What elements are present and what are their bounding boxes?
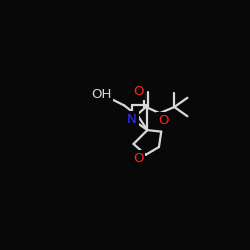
Text: O: O <box>133 85 143 98</box>
Text: OH: OH <box>91 88 111 101</box>
Text: N: N <box>127 113 137 126</box>
Text: O: O <box>158 114 169 126</box>
Text: O: O <box>133 152 143 165</box>
